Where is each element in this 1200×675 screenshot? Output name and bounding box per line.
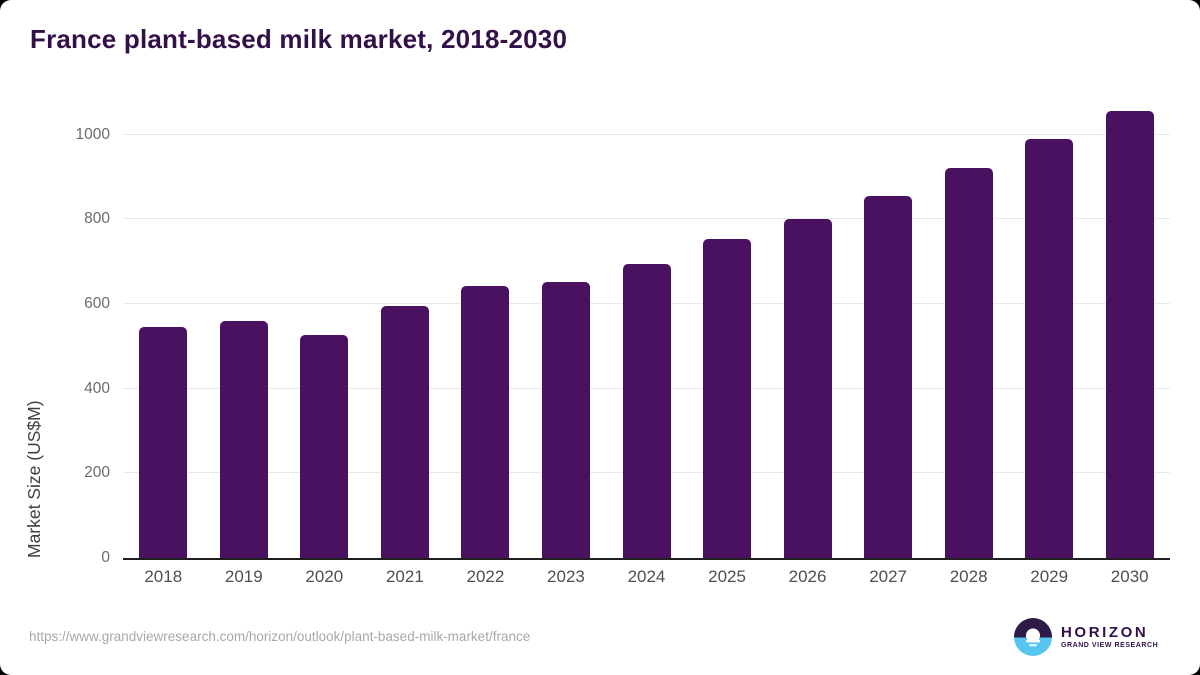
bar-2023	[541, 282, 590, 558]
x-tick-label: 2026	[788, 567, 827, 586]
logo-wordmark: HORIZON	[1061, 624, 1149, 641]
bar-2027	[864, 195, 913, 558]
plot-area	[123, 100, 1170, 560]
x-tick-label: 2025	[708, 567, 746, 586]
x-tick-label: 2028	[949, 567, 988, 586]
bar-2026	[783, 219, 832, 558]
bar-2019	[219, 320, 268, 558]
x-axis-ticks: 2018 2019 2020 2021 2022 2023 2024 2025 2026 2027…	[123, 567, 1170, 591]
bar-2028	[944, 167, 993, 558]
horizon-logo: HORIZON GRAND VIEW RESEARCH	[1014, 618, 1158, 656]
bar-2025	[703, 239, 752, 558]
y-axis-ticks: 0 200 400 600 800 1000	[0, 100, 110, 565]
bar-2024	[622, 263, 671, 558]
horizon-logo-icon	[1014, 618, 1052, 656]
x-tick-label: 2024	[627, 567, 666, 586]
gridline	[123, 218, 1170, 220]
chart-title: France plant-based milk market, 2018-203…	[30, 24, 568, 54]
x-tick-label: 2021	[385, 567, 424, 586]
source-url: https://www.grandviewresearch.com/horizo…	[29, 629, 531, 644]
y-tick-label: 800	[84, 210, 110, 228]
gridline	[123, 133, 1170, 135]
bar-2030	[1105, 111, 1154, 558]
bar-2029	[1025, 138, 1074, 558]
logo-text: HORIZON GRAND VIEW RESEARCH	[1061, 624, 1158, 650]
x-tick-label: 2020	[305, 567, 344, 586]
x-tick-label: 2018	[144, 567, 183, 586]
x-tick-label: 2023	[547, 567, 585, 586]
bar-2021	[380, 306, 429, 558]
x-tick-label: 2022	[466, 567, 505, 586]
x-tick-label: 2027	[869, 567, 908, 586]
logo-subtitle: GRAND VIEW RESEARCH	[1061, 642, 1159, 649]
bar-2018	[139, 326, 188, 558]
y-tick-label: 600	[84, 295, 110, 313]
x-tick-label: 2029	[1030, 567, 1069, 586]
y-tick-label: 0	[101, 549, 110, 566]
x-tick-label: 2019	[224, 567, 263, 586]
y-tick-label: 1000	[75, 125, 110, 143]
x-tick-label: 2030	[1110, 567, 1149, 586]
y-tick-label: 400	[84, 379, 110, 397]
bar-2020	[300, 335, 349, 558]
bar-2022	[461, 285, 510, 558]
y-tick-label: 200	[84, 464, 110, 482]
